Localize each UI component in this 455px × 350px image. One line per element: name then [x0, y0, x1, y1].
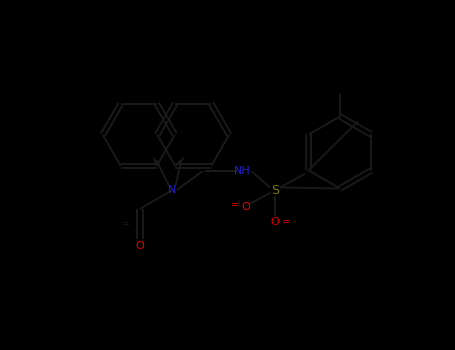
Text: N: N — [168, 185, 177, 195]
Text: =: = — [122, 219, 130, 229]
Text: =: = — [282, 217, 290, 227]
Text: NH: NH — [234, 166, 251, 176]
Text: O: O — [242, 202, 250, 212]
Text: S: S — [271, 183, 279, 196]
Text: O: O — [271, 217, 279, 227]
Text: O: O — [136, 241, 144, 251]
Text: =: = — [231, 200, 239, 210]
